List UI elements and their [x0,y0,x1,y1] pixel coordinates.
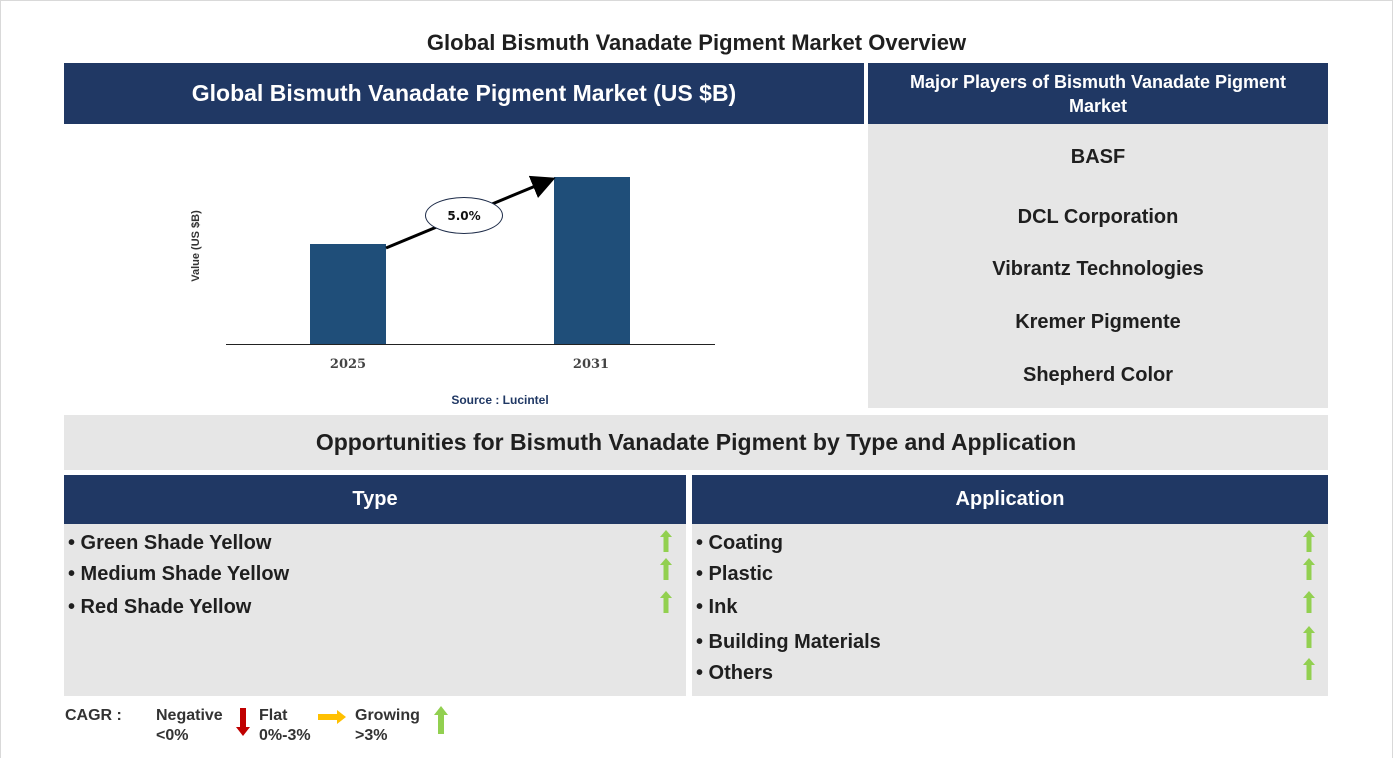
type-item: • Green Shade Yellow [68,532,272,554]
right-arrow-icon [318,710,346,724]
up-arrow-icon [660,591,672,613]
legend-flat-label: Flat [259,707,288,724]
player-item: DCL Corporation [1017,206,1179,228]
application-list: • Coating • Plastic • Ink • Building Mat… [692,524,1328,696]
application-column-header: Application [692,475,1328,524]
player-item: Kremer Pigmente [1015,311,1181,333]
players-list: BASF DCL Corporation Vibrantz Technologi… [868,124,1328,408]
application-item: • Plastic [696,563,774,585]
legend-flat: Flat 0%-3% [259,706,311,746]
type-item: • Red Shade Yellow [68,596,252,618]
application-item: • Coating [696,532,783,554]
bar-2025 [310,244,386,344]
up-arrow-icon [1303,530,1315,552]
bar-2031 [554,177,630,344]
up-arrow-icon [660,558,672,580]
application-item: • Ink [696,596,738,618]
legend-growing: Growing >3% [355,706,420,746]
legend-growing-range: >3% [355,727,388,744]
up-arrow-icon [1303,558,1315,580]
application-item: • Others [696,662,774,684]
players-panel-header: Major Players of Bismuth Vanadate Pigmen… [868,63,1328,124]
type-item: • Medium Shade Yellow [68,563,290,585]
x-axis [226,344,715,345]
market-panel-header: Global Bismuth Vanadate Pigment Market (… [64,63,864,124]
player-item: Shepherd Color [1022,364,1173,386]
legend-negative-label: Negative [156,707,223,724]
application-item: • Building Materials [696,631,881,653]
type-column-header: Type [64,475,686,524]
x-tick-2031: 2031 [572,357,610,372]
up-arrow-icon [1303,591,1315,613]
legend-flat-range: 0%-3% [259,727,311,744]
down-arrow-icon [236,708,250,736]
player-item: Vibrantz Technologies [992,258,1204,280]
legend-growing-label: Growing [355,707,420,724]
cagr-badge: 5.0% [425,197,503,234]
legend-negative: Negative <0% [156,706,223,746]
up-arrow-icon [660,530,672,552]
up-arrow-icon [434,706,448,734]
x-tick-2025: 2025 [329,357,367,372]
player-item: BASF [1070,146,1126,168]
up-arrow-icon [1303,626,1315,648]
opportunities-title: Opportunities for Bismuth Vanadate Pigme… [64,415,1328,470]
legend-negative-range: <0% [156,727,189,744]
page-title: Global Bismuth Vanadate Pigment Market O… [426,30,967,55]
cagr-legend-label: CAGR : [65,707,122,724]
y-axis-label: Value (US $B) [190,210,202,282]
up-arrow-icon [1303,658,1315,680]
source-label: Source : Lucintel [451,393,549,407]
type-list: • Green Shade Yellow • Medium Shade Yell… [64,524,686,696]
